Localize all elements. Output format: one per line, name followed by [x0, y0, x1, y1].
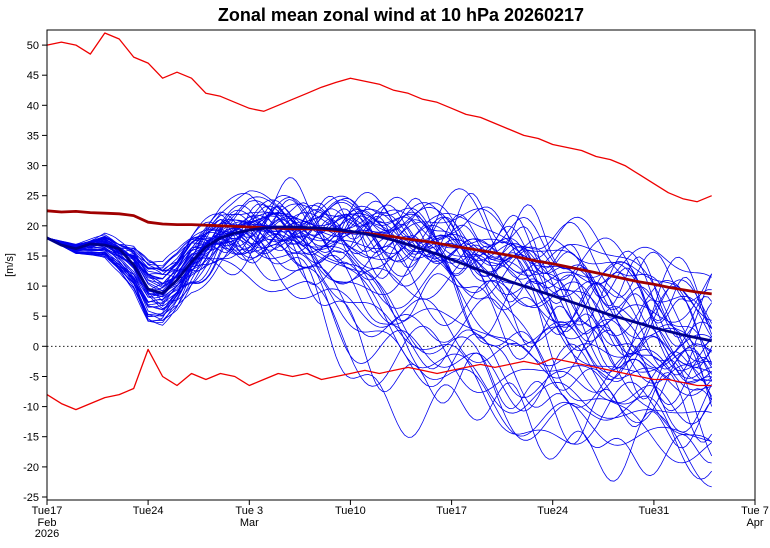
x-tick-label: Tue 7: [741, 505, 769, 517]
y-tick-label: -5: [29, 372, 39, 384]
ensemble-member-line: [46, 204, 713, 412]
ensemble-member-line: [46, 202, 713, 376]
y-tick-label: -25: [23, 492, 39, 504]
y-tick-label: 10: [27, 281, 39, 293]
y-tick-label: 45: [27, 70, 39, 82]
ensemble-member-line: [46, 212, 712, 464]
x-tick-label: Tue24: [537, 505, 568, 517]
ensemble-member-line: [46, 231, 713, 433]
x-tick-sublabel: Apr: [746, 517, 763, 529]
ensemble-member-line: [46, 219, 712, 391]
ensemble-member-line: [46, 216, 712, 381]
ensemble-member-line: [46, 211, 712, 445]
ensemble-member-line: [46, 211, 712, 382]
plot-area: -25-20-15-10-505101520253035404550Tue17F…: [23, 29, 769, 540]
ensemble-member-line: [46, 231, 713, 445]
x-tick-label: Tue17: [32, 505, 63, 517]
ensemble-member-line: [46, 202, 713, 329]
x-tick-label: Tue 3: [235, 505, 263, 517]
ensemble-member-line: [46, 237, 713, 425]
ensemble-member-line: [46, 202, 713, 397]
ensemble-member-line: [46, 232, 713, 381]
ensemble-member-line: [46, 205, 713, 364]
ensemble-member-line: [46, 211, 713, 396]
ensemble-member-line: [46, 199, 712, 362]
y-tick-label: 30: [27, 161, 39, 173]
x-tick-label: Tue10: [335, 505, 366, 517]
ensemble-member-line: [46, 192, 713, 457]
ensemble-member-line: [46, 190, 712, 373]
y-tick-label: 0: [33, 341, 39, 353]
y-tick-label: 20: [27, 221, 39, 233]
x-tick-sublabel: 2026: [35, 528, 59, 540]
y-tick-label: -20: [23, 462, 39, 474]
ensemble-member-line: [46, 212, 712, 337]
y-tick-label: 25: [27, 191, 39, 203]
ensemble-member-line: [46, 193, 712, 408]
ensemble-members: [46, 177, 713, 488]
ensemble-member-line: [46, 209, 712, 353]
x-tick-sublabel: Feb: [38, 517, 57, 529]
y-tick-label: -10: [23, 402, 39, 414]
x-tick-label: Tue24: [133, 505, 164, 517]
ensemble-member-line: [46, 213, 713, 358]
ensemble-member-line: [46, 223, 712, 419]
ensemble-member-line: [46, 206, 712, 488]
x-tick-sublabel: Mar: [240, 517, 259, 529]
y-tick-label: 15: [27, 251, 39, 263]
ensemble-member-line: [46, 195, 713, 400]
axis-ticks: -25-20-15-10-505101520253035404550Tue17F…: [23, 40, 769, 540]
ensemble-member-line: [46, 208, 712, 374]
ensemble-mean-line: [46, 225, 712, 343]
y-tick-label: 40: [27, 100, 39, 112]
y-tick-label: 5: [33, 311, 39, 323]
ensemble-member-line: [46, 177, 713, 369]
ensemble-member-line: [46, 221, 713, 379]
ensemble-member-line: [46, 199, 713, 368]
y-tick-label: -15: [23, 432, 39, 444]
y-tick-label: 50: [27, 40, 39, 52]
ensemble-member-line: [46, 200, 713, 406]
x-tick-label: Tue31: [639, 505, 670, 517]
x-tick-label: Tue17: [436, 505, 467, 517]
ensemble-member-line: [46, 223, 712, 446]
ensemble-member-line: [46, 205, 713, 330]
plot-frame: [46, 29, 756, 501]
ensemble-member-line: [46, 204, 713, 347]
y-axis-label: [m/s]: [4, 253, 16, 277]
ensemble-member-line: [46, 196, 713, 480]
climate-min-line: [46, 348, 712, 411]
climate-mean-line: [46, 209, 712, 296]
chart-title: Zonal mean zonal wind at 10 hPa 20260217: [218, 5, 584, 25]
y-tick-label: 35: [27, 130, 39, 142]
climate-max-line: [46, 32, 712, 203]
